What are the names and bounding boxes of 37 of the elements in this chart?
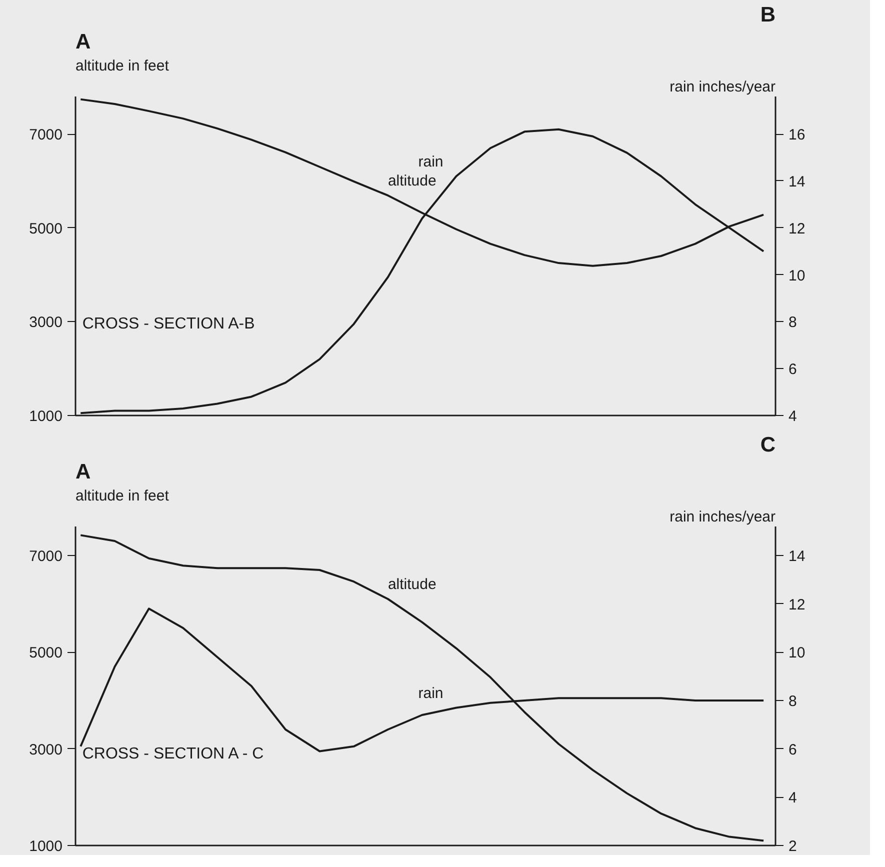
series-label: altitude [388,576,436,593]
series-label: altitude [388,172,436,190]
y2-tick-label: 6 [788,741,797,758]
y2-tick-label: 10 [788,644,806,662]
annotation: CROSS - SECTION A-B [82,316,255,333]
y2-tick-label: 4 [788,790,797,807]
y2-tick-label: 8 [788,693,797,710]
y-tick-label: 5000 [29,220,63,238]
y2-tick-label: 14 [788,173,806,190]
series-label: rain [418,153,444,170]
text: C [760,434,776,456]
y2-axis-title: rain inches/year [670,78,776,96]
y-axis-title: altitude in feet [76,58,170,74]
y2-tick-label: 4 [788,408,797,425]
y-tick-label: 7000 [29,548,63,565]
y-tick-label: 3000 [29,741,63,758]
line-series [80,534,765,842]
y-tick-label: 1000 [29,838,63,855]
y2-tick-label: 16 [788,126,806,144]
y2-tick-label: 12 [788,220,806,238]
y2-tick-label: 10 [788,267,806,284]
y2-tick-label: 8 [788,314,797,332]
text: A [76,30,91,54]
text: A [76,460,91,484]
text: B [760,4,776,26]
y-tick-label: 3000 [29,314,63,332]
y2-tick-label: 14 [788,548,806,565]
y-tick-label: 5000 [29,644,63,662]
y2-tick-label: 6 [788,361,797,378]
y-tick-label: 7000 [29,126,63,144]
y2-tick-label: 12 [788,596,806,614]
y2-tick-label: 2 [788,838,797,855]
y-axis-title: altitude in feet [76,488,170,504]
series-label: rain [418,684,444,702]
y-tick-label: 1000 [29,408,63,425]
annotation: CROSS - SECTION A - C [82,746,264,763]
y2-axis-title: rain inches/year [670,508,776,526]
